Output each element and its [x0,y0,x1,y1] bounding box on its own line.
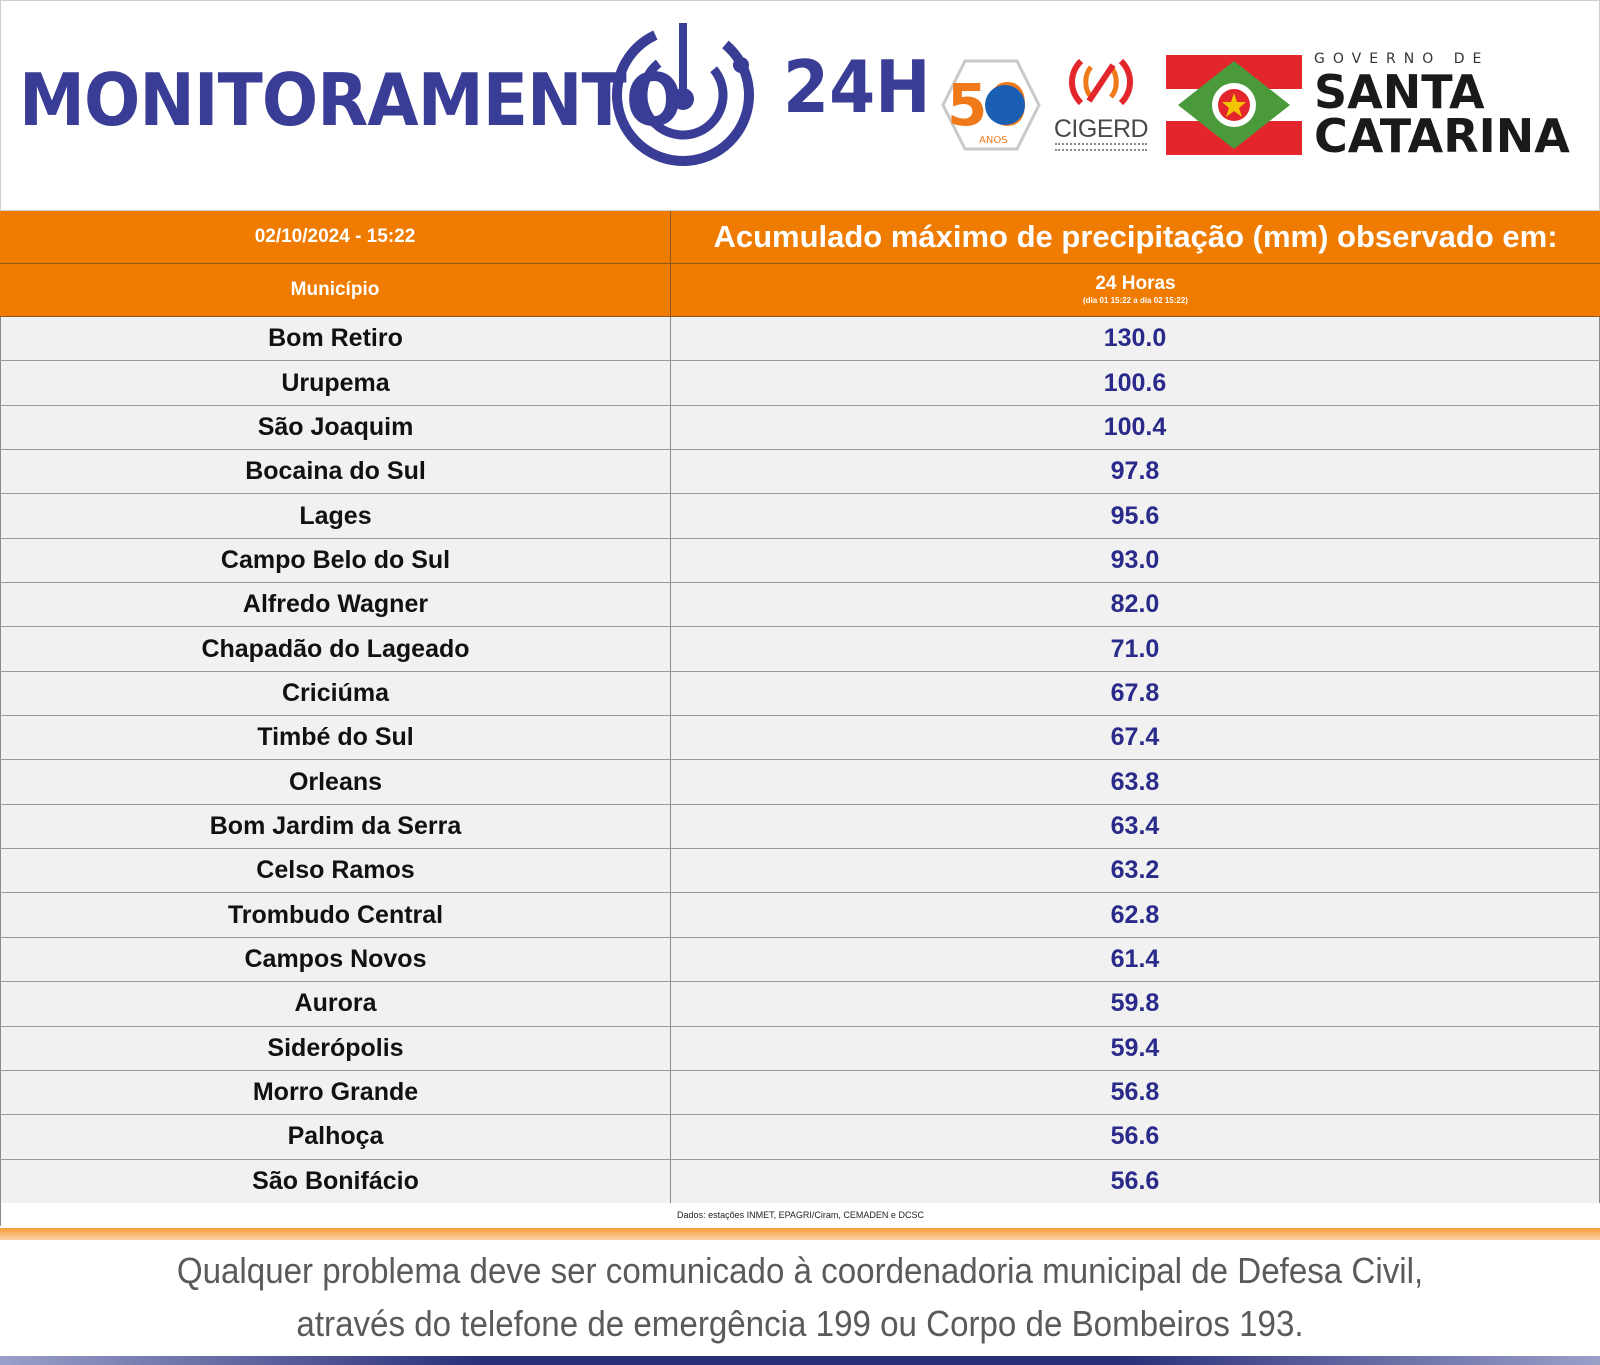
table-row: Lages 95.6 [0,494,1600,539]
precipitation-value-cell: 59.8 [671,982,1600,1026]
municipio-cell: Lages [0,494,671,538]
table-row: Palhoça 56.6 [0,1115,1600,1160]
cigerd-word: CIGERD [1053,115,1149,143]
municipio-cell: Trombudo Central [0,893,671,937]
brand-logo: MONITORAMENTO [19,15,739,185]
municipio-cell: Criciúma [0,671,671,716]
precipitation-value-cell: 63.2 [671,849,1600,893]
precipitation-value-cell: 63.4 [671,804,1600,849]
precipitation-value-cell: 59.4 [671,1026,1600,1070]
table-row: Orleans 63.8 [0,760,1600,805]
santa-catarina-government-logo: GOVERNO DE SANTA CATARINA [1166,51,1591,161]
table-row: São Joaquim 100.4 [0,405,1600,451]
municipio-cell: São Bonifácio [0,1159,671,1203]
precipitation-value-cell: 63.8 [671,760,1600,804]
gov-line-2: CATARINA [1314,109,1570,163]
precipitation-value-cell: 67.8 [671,671,1600,716]
precipitation-value-cell: 67.4 [671,716,1600,760]
precipitation-value-cell: 56.6 [671,1115,1600,1159]
municipio-cell: Urupema [0,361,671,405]
footer-message: Qualquer problema deve ser comunicado à … [64,1244,1536,1350]
monitoramento-target-icon [612,23,754,166]
fifty-years-badge-icon: 50 ANOS [941,59,1041,151]
municipio-cell: Palhoça [0,1115,671,1159]
municipio-cell: Alfredo Wagner [0,583,671,627]
municipio-cell: Aurora [0,982,671,1026]
table-row: Aurora 59.8 [0,982,1600,1027]
table-row: Trombudo Central 62.8 [0,893,1600,938]
table-title-cell: Acumulado máximo de precipitação (mm) ob… [671,211,1600,263]
table-row: Morro Grande 56.8 [0,1070,1600,1116]
precipitation-value-cell: 100.6 [671,361,1600,405]
table-row: Timbé do Sul 67.4 [0,716,1600,761]
footer-line-1: Qualquer problema deve ser comunicado à … [176,1250,1424,1291]
column-header-period-label: 24 Horas [1095,273,1176,294]
orange-divider [0,1228,1600,1240]
precipitation-value-cell: 61.4 [671,937,1600,982]
table-row: Campos Novos 61.4 [0,937,1600,983]
table-row: Alfredo Wagner 82.0 [0,583,1600,628]
municipio-cell: Celso Ramos [0,849,671,893]
municipio-cell: Morro Grande [0,1070,671,1115]
column-header-municipio: Município [0,264,671,316]
table-row: Campo Belo do Sul 93.0 [0,538,1600,584]
precipitation-value-cell: 56.6 [671,1159,1600,1203]
municipio-cell: Bom Retiro [0,317,671,361]
table-row: Siderópolis 59.4 [0,1026,1600,1071]
gov-line-1: SANTA [1314,65,1485,119]
cigerd-subtitle-decoration [1055,143,1147,151]
table-row: Criciúma 67.8 [0,671,1600,717]
precipitation-value-cell: 62.8 [671,893,1600,937]
cigerd-logo: CIGERD [1051,53,1151,155]
precipitation-value-cell: 71.0 [671,627,1600,671]
column-header-period-range: (dia 01 15:22 a dia 02 15:22) [1083,296,1188,305]
municipio-cell: Siderópolis [0,1026,671,1070]
municipio-cell: Orleans [0,760,671,804]
data-source-note: Dados: estações INMET, EPAGRI/Ciram, CEM… [0,1203,1600,1226]
precipitation-value-cell: 100.4 [671,405,1600,450]
table-column-header-row: Município 24 Horas (dia 01 15:22 a dia 0… [0,264,1600,317]
table-row: Bom Jardim da Serra 63.4 [0,804,1600,850]
column-header-period: 24 Horas (dia 01 15:22 a dia 02 15:22) [671,264,1600,316]
table-body: Bom Retiro 130.0 Urupema 100.6 São Joaquim 10… [0,317,1600,1204]
precipitation-value-cell: 95.6 [671,494,1600,538]
bottom-bar [0,1356,1600,1365]
municipio-cell: Campos Novos [0,937,671,982]
table-title-row: 02/10/2024 - 15:22 Acumulado máximo de p… [0,211,1600,264]
cigerd-signal-icon [1069,58,1133,106]
precipitation-value-cell: 97.8 [671,450,1600,494]
santa-catarina-flag-icon [1166,55,1302,155]
municipio-cell: Timbé do Sul [0,716,671,760]
gov-small-label: GOVERNO DE [1314,51,1490,67]
precipitation-value-cell: 130.0 [671,317,1600,361]
municipio-cell: Bocaina do Sul [0,450,671,494]
table-row: Bocaina do Sul 97.8 [0,450,1600,495]
precipitation-table: 02/10/2024 - 15:22 Acumulado máximo de p… [0,211,1600,1204]
municipio-cell: Bom Jardim da Serra [0,804,671,849]
municipio-cell: Campo Belo do Sul [0,538,671,583]
brand-word: MONITORAMENTO [19,58,682,142]
footer-line-2: através do telefone de emergência 199 ou… [296,1303,1304,1344]
page-header: MONITORAMENTO 24H 50 ANOS CIGERD [0,0,1600,211]
table-row: Bom Retiro 130.0 [0,317,1600,362]
precipitation-value-cell: 82.0 [671,583,1600,627]
precipitation-value-cell: 93.0 [671,538,1600,583]
table-row: São Bonifácio 56.6 [0,1159,1600,1204]
brand-24h: 24H [783,45,931,129]
table-title: Acumulado máximo de precipitação (mm) ob… [713,219,1558,254]
datetime-label: 02/10/2024 - 15:22 [0,211,671,263]
table-row: Celso Ramos 63.2 [0,849,1600,894]
table-row: Chapadão do Lageado 71.0 [0,627,1600,672]
municipio-cell: São Joaquim [0,405,671,450]
precipitation-value-cell: 56.8 [671,1070,1600,1115]
logo-50-sub: ANOS [979,135,1008,146]
municipio-cell: Chapadão do Lageado [0,627,671,671]
table-row: Urupema 100.6 [0,361,1600,406]
